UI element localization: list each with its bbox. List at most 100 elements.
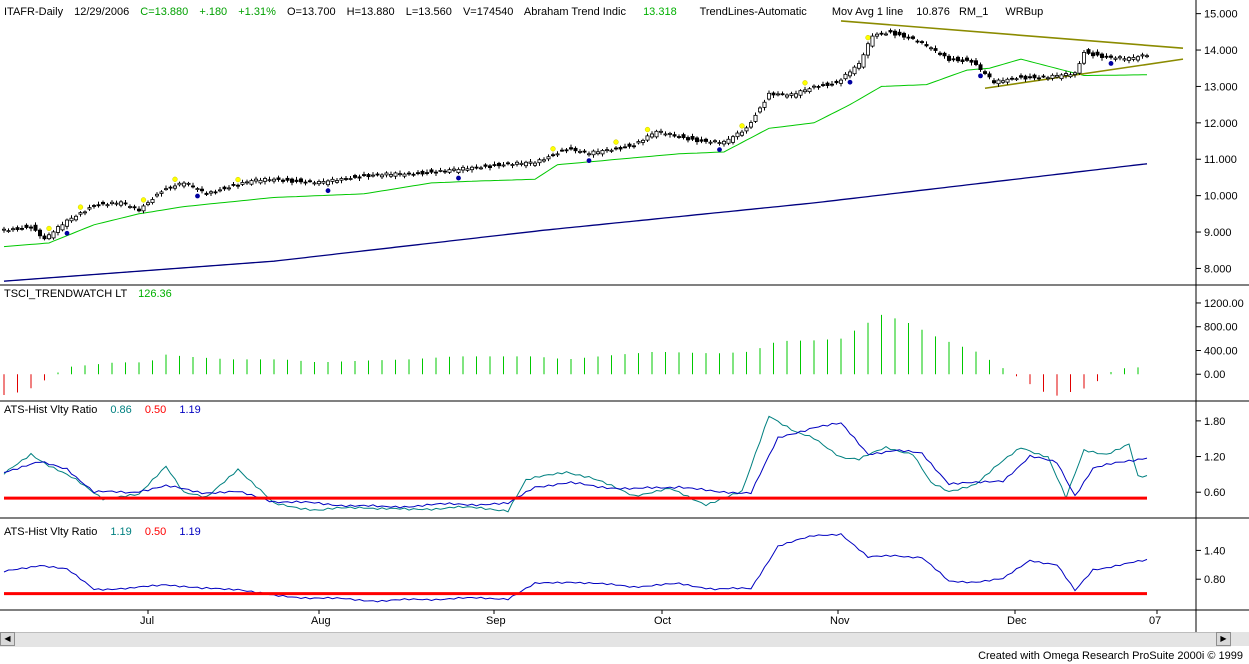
trendwatch-label: TSCI_TRENDWATCH LT bbox=[4, 288, 128, 300]
price-candle bbox=[33, 224, 38, 231]
price-candle bbox=[960, 59, 965, 62]
price-candle bbox=[1118, 56, 1123, 59]
price-axis-tick-label: 15.000 bbox=[1204, 9, 1238, 21]
price-candle bbox=[136, 208, 141, 212]
high-dot-marker bbox=[739, 123, 745, 129]
svg-text:ATS-Hist Vlty Ratio 0.86: ATS-Hist Vlty Ratio 0.86 0.50 1.19 bbox=[4, 404, 201, 416]
price-candle bbox=[681, 134, 686, 139]
price-candle bbox=[343, 178, 348, 180]
price-candle bbox=[1077, 63, 1082, 74]
price-candle bbox=[361, 174, 366, 176]
price-candle bbox=[235, 184, 240, 187]
price-candle bbox=[217, 189, 222, 192]
price-candle bbox=[659, 130, 664, 133]
price-candle bbox=[141, 205, 146, 212]
low-dot-marker bbox=[64, 230, 70, 236]
mov-avg-value: 10.876 bbox=[916, 6, 950, 18]
trendlines-label: TrendLines-Automatic bbox=[700, 6, 808, 18]
price-candle bbox=[956, 56, 961, 62]
price-candle bbox=[69, 217, 74, 222]
month-label: Jul bbox=[140, 615, 154, 627]
trendwatch-axis-tick-label: 1200.00 bbox=[1204, 298, 1244, 310]
price-candle bbox=[1109, 55, 1114, 58]
price-candle bbox=[560, 149, 565, 152]
hvr-axis-tick-label: 1.80 bbox=[1204, 416, 1225, 428]
price-candle bbox=[442, 170, 447, 173]
high-dot-marker bbox=[613, 139, 619, 145]
hvr1-value-1: 0.86 bbox=[110, 404, 131, 416]
price-candle bbox=[893, 30, 898, 36]
month-label: Nov bbox=[830, 615, 850, 627]
price-candle bbox=[56, 226, 61, 233]
price-candle bbox=[1005, 78, 1010, 83]
price-candle bbox=[501, 164, 506, 167]
open-label: O=13.700 bbox=[287, 6, 336, 18]
price-candle bbox=[325, 180, 330, 186]
price-candle bbox=[713, 140, 718, 143]
price-candle bbox=[375, 173, 380, 176]
price-candle bbox=[1032, 74, 1037, 79]
high-label: H=13.880 bbox=[347, 6, 395, 18]
price-candle bbox=[110, 201, 115, 205]
price-candle bbox=[870, 35, 875, 47]
scroll-right-button[interactable]: ▶ bbox=[1216, 632, 1231, 646]
price-candle bbox=[798, 90, 803, 96]
axis-labels: 8.000 9.000 10.000 11.000 12.000 13.000 14.000… bbox=[140, 9, 1244, 627]
price-candle bbox=[1064, 73, 1069, 76]
trendline bbox=[840, 20, 1184, 50]
price-candle bbox=[812, 85, 817, 88]
price-candle bbox=[204, 192, 209, 195]
price-candle bbox=[627, 143, 632, 147]
price-candle bbox=[406, 172, 411, 175]
price-candle bbox=[47, 234, 52, 240]
price-candle bbox=[834, 80, 839, 84]
price-candle bbox=[267, 179, 272, 182]
wrbup-label: WRBup bbox=[1005, 6, 1043, 18]
high-dot-marker bbox=[235, 176, 241, 183]
volume-label: V=174540 bbox=[463, 6, 513, 18]
price-candle bbox=[992, 80, 997, 84]
price-candle bbox=[114, 202, 119, 205]
price-candle bbox=[906, 36, 911, 39]
price-candle bbox=[51, 231, 56, 239]
price-candle bbox=[159, 191, 164, 194]
price-candle bbox=[195, 188, 200, 191]
horizontal-scrollbar[interactable] bbox=[0, 632, 1231, 647]
price-candle bbox=[1113, 57, 1118, 60]
price-candle bbox=[352, 175, 357, 178]
hvr2-label: ATS-Hist Vlty Ratio bbox=[4, 526, 97, 538]
price-candle bbox=[312, 182, 317, 185]
price-candle bbox=[60, 224, 65, 231]
price-candle bbox=[280, 179, 285, 182]
price-candle bbox=[650, 133, 655, 138]
low-dot-marker bbox=[195, 193, 200, 199]
price-candle bbox=[96, 204, 101, 207]
trendwatch-axis-tick-label: 0.00 bbox=[1204, 369, 1225, 381]
price-candle bbox=[1046, 77, 1051, 80]
price-candle bbox=[1073, 72, 1078, 75]
scroll-left-button[interactable]: ◀ bbox=[0, 632, 15, 646]
price-candle bbox=[762, 101, 767, 108]
price-candle bbox=[546, 156, 551, 160]
price-candle bbox=[105, 204, 110, 207]
price-candle bbox=[330, 178, 335, 182]
price-candle bbox=[857, 63, 862, 69]
price-candle bbox=[672, 134, 677, 137]
price-candle bbox=[370, 174, 375, 177]
price-candle bbox=[1055, 75, 1060, 78]
price-candle bbox=[744, 127, 749, 132]
high-dot-marker bbox=[644, 126, 651, 133]
hvr2-value-2: 0.50 bbox=[145, 526, 166, 538]
price-candle bbox=[460, 166, 465, 171]
price-candle bbox=[119, 201, 124, 206]
trendwatch-axis-tick-label: 800.00 bbox=[1204, 322, 1238, 334]
price-candle bbox=[848, 71, 853, 77]
price-candle bbox=[965, 57, 970, 61]
price-candle bbox=[83, 211, 88, 214]
price-candle bbox=[465, 168, 470, 171]
price-candle bbox=[947, 55, 952, 61]
pct-label: +1.31% bbox=[238, 6, 276, 18]
hvr-panel-2 bbox=[3, 533, 1148, 603]
close-label: C=13.880 bbox=[140, 6, 188, 18]
